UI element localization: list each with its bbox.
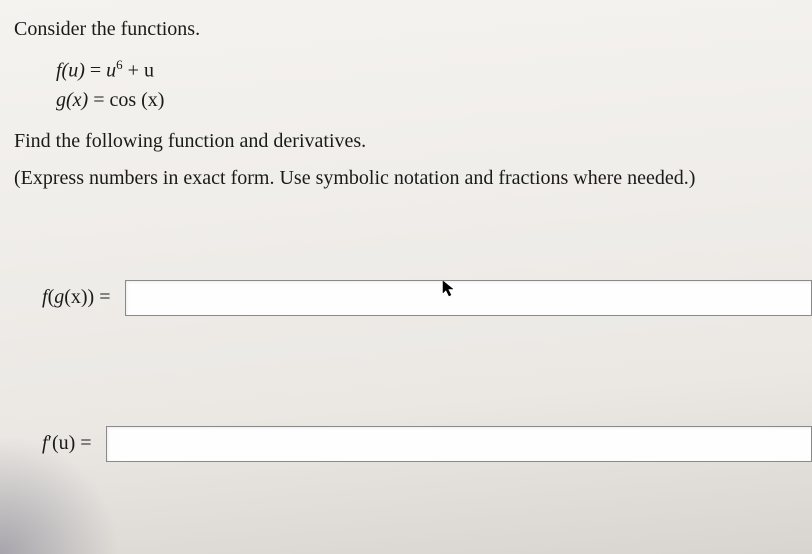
f-rhs-base: u (106, 60, 116, 82)
input-fgx[interactable] (125, 280, 812, 316)
input-fprime[interactable] (106, 426, 812, 462)
function-g-definition: g(x) = cos (x) (56, 89, 812, 112)
label-fgx: f(g(x)) = (42, 286, 111, 309)
label-fprime-u: (u) = (52, 432, 92, 454)
f-rhs-tail: + u (123, 60, 154, 82)
prompt-text: Consider the functions. (14, 18, 812, 41)
function-f-definition: f(u) = u6 + u (56, 57, 812, 83)
answer-row-fgx: f(g(x)) = (42, 280, 812, 316)
instruction-line-1: Find the following function and derivati… (14, 130, 812, 153)
label-fgx-g: g (54, 286, 64, 308)
f-eq: = (85, 60, 106, 82)
g-eq: = (88, 89, 109, 111)
answer-row-fprime: f′(u) = (42, 426, 812, 462)
f-lhs: f(u) (56, 60, 85, 82)
g-rhs: cos (x) (109, 89, 164, 111)
label-fprime: f′(u) = (42, 432, 92, 455)
label-fgx-x: (x)) = (64, 286, 110, 308)
instruction-line-2: (Express numbers in exact form. Use symb… (14, 167, 812, 190)
g-lhs: g(x) (56, 89, 88, 111)
